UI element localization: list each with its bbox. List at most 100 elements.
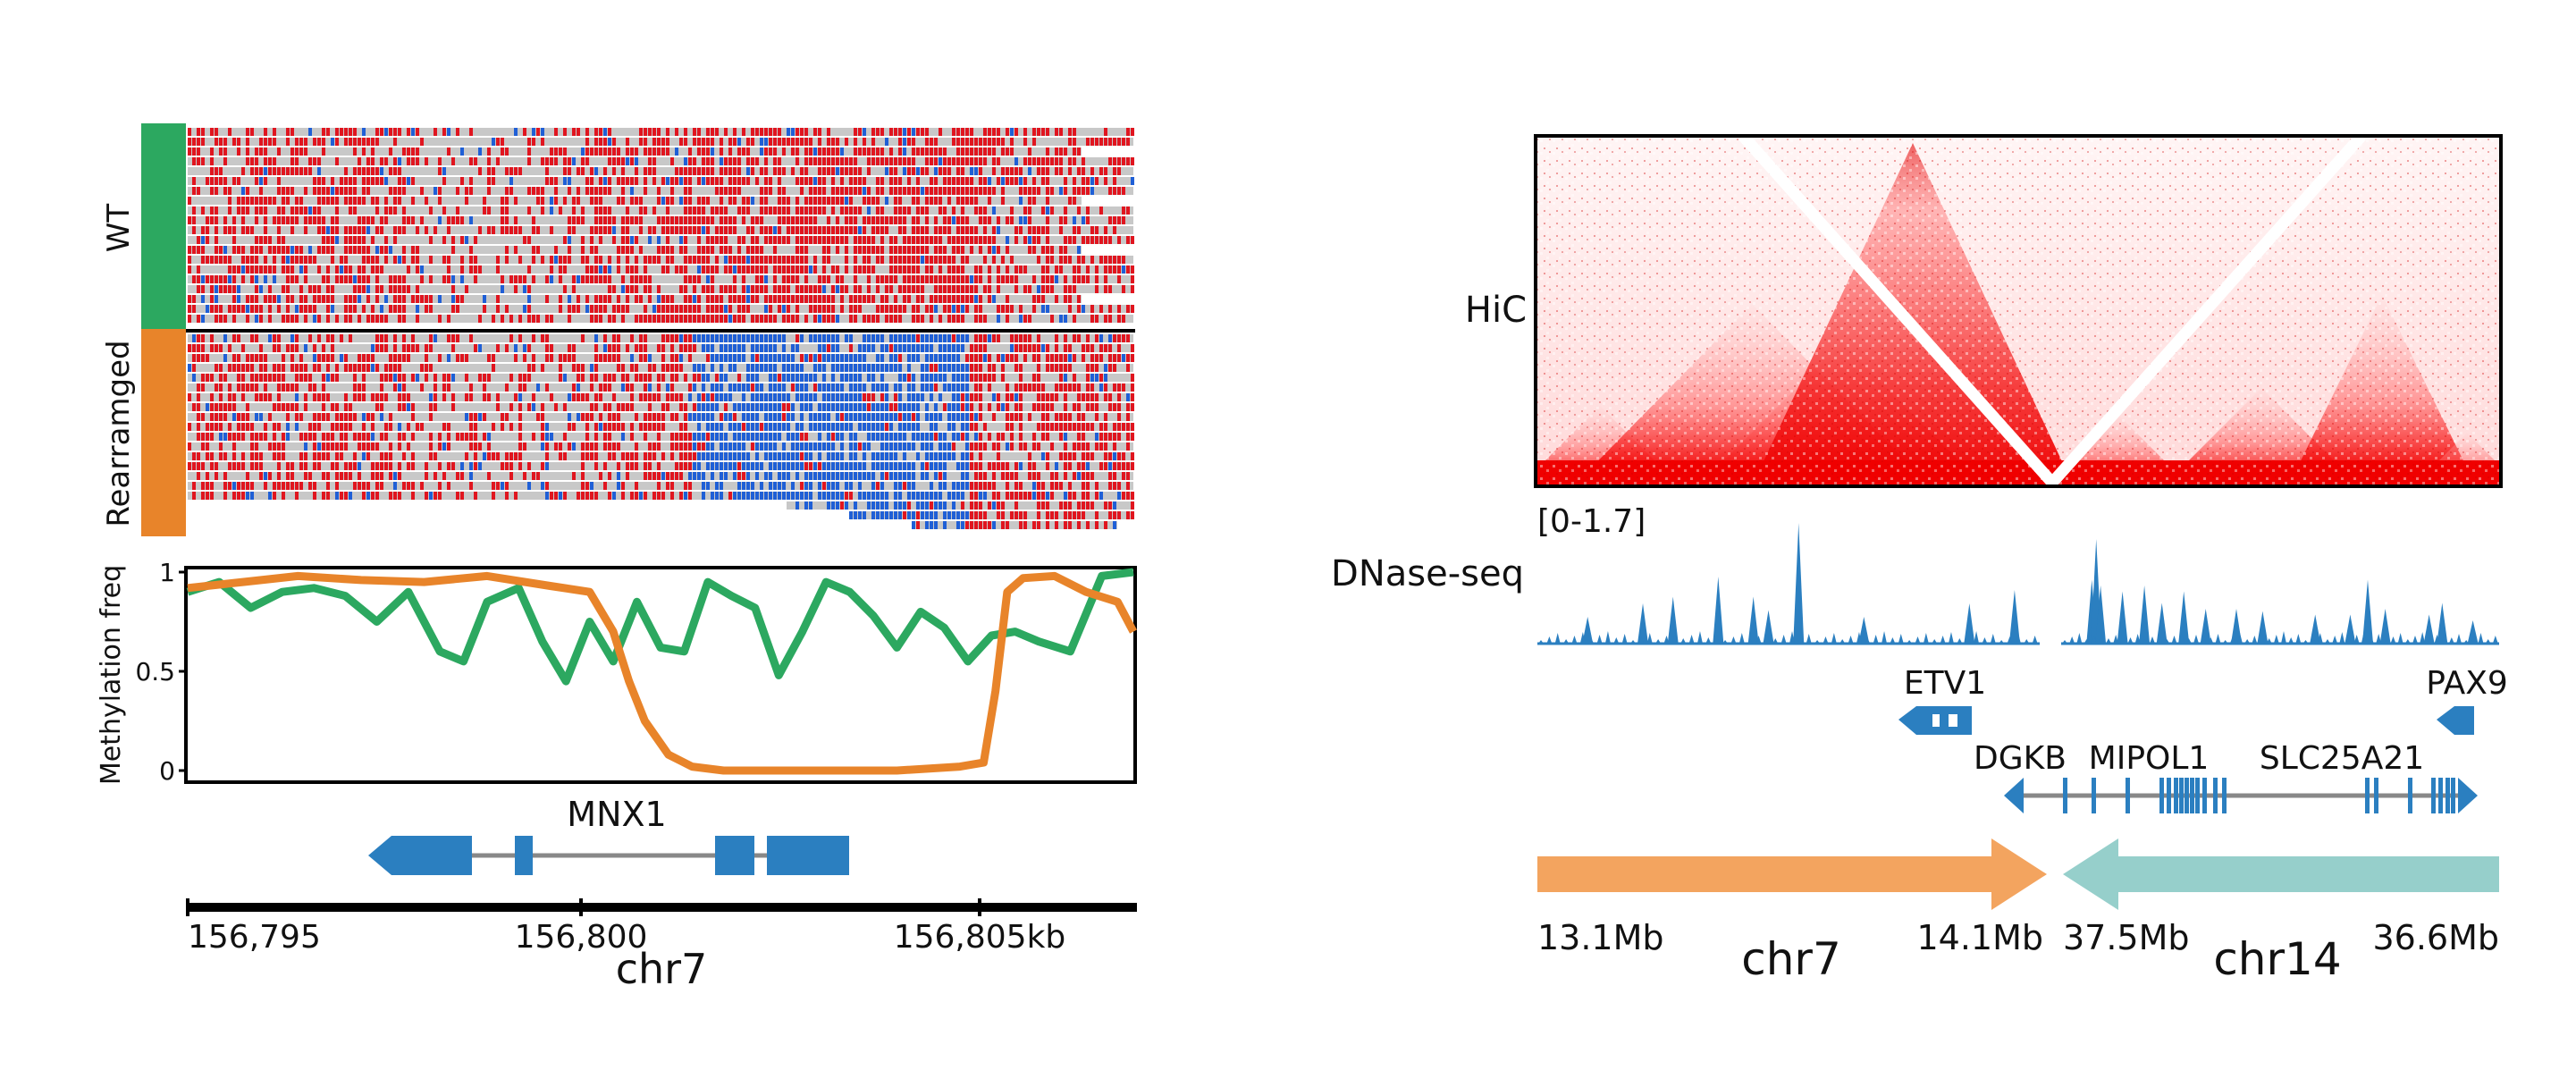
methylation-call: [246, 364, 249, 372]
methylation-call: [688, 492, 692, 500]
methylation-call: [657, 187, 661, 195]
methylation-call: [456, 295, 459, 303]
methylation-call: [925, 492, 929, 500]
methylation-call: [657, 482, 661, 490]
methylation-call: [648, 452, 652, 460]
methylation-call: [1068, 197, 1072, 205]
methylation-call: [1055, 413, 1058, 421]
methylation-call: [1099, 433, 1103, 441]
methylation-call: [697, 138, 701, 146]
methylation-call: [939, 452, 942, 460]
methylation-call: [201, 354, 205, 362]
read-row: [188, 177, 1133, 185]
methylation-call: [706, 216, 710, 224]
methylation-call: [965, 256, 969, 264]
methylation-call: [447, 275, 450, 283]
methylation-call: [796, 236, 799, 244]
methylation-call: [1117, 452, 1121, 460]
methylation-call: [724, 236, 728, 244]
methylation-call: [197, 413, 200, 421]
methylation-call: [943, 462, 947, 470]
methylation-call: [818, 147, 821, 156]
methylation-call: [210, 167, 214, 175]
methylation-call: [652, 305, 656, 313]
methylation-call: [317, 265, 321, 274]
methylation-call: [1086, 492, 1090, 500]
methylation-call: [755, 315, 759, 323]
methylation-call: [447, 433, 450, 441]
methylation-call: [384, 423, 388, 431]
methylation-call: [250, 433, 254, 441]
methylation-call: [1082, 256, 1085, 264]
methylation-call: [273, 138, 276, 146]
methylation-call: [1050, 492, 1054, 500]
methylation-call: [1041, 383, 1045, 392]
methylation-call: [876, 226, 880, 234]
methylation-call: [849, 413, 853, 421]
methylation-call: [594, 147, 598, 156]
methylation-call: [742, 275, 745, 283]
methylation-call: [1077, 383, 1081, 392]
methylation-call: [331, 177, 334, 185]
methylation-call: [313, 344, 316, 352]
methylation-call: [809, 206, 812, 215]
methylation-call: [420, 364, 424, 372]
methylation-call: [1113, 462, 1116, 470]
methylation-call: [800, 393, 804, 401]
methylation-call: [679, 403, 683, 411]
methylation-call: [733, 295, 737, 303]
methylation-call: [277, 364, 281, 372]
methylation-call: [715, 315, 719, 323]
methylation-call: [1014, 167, 1018, 175]
methylation-call: [755, 246, 759, 254]
methylation-call: [1046, 364, 1049, 372]
methylation-call: [1001, 521, 1005, 529]
methylation-call: [961, 413, 964, 421]
methylation-call: [961, 364, 964, 372]
methylation-call: [1126, 492, 1130, 500]
methylation-call: [527, 206, 531, 215]
methylation-call: [693, 334, 696, 342]
methylation-call: [648, 354, 652, 362]
methylation-call: [295, 157, 299, 165]
methylation-call: [961, 295, 964, 303]
methylation-call: [961, 147, 964, 156]
methylation-call: [304, 147, 307, 156]
methylation-call: [635, 285, 638, 293]
methylation-call: [715, 334, 719, 342]
methylation-call: [693, 462, 696, 470]
methylation-call: [854, 138, 857, 146]
methylation-call: [818, 413, 821, 421]
methylation-call: [282, 433, 285, 441]
methylation-call: [661, 452, 665, 460]
methylation-call: [764, 177, 768, 185]
methylation-call: [308, 482, 312, 490]
methylation-call: [791, 128, 795, 136]
methylation-call: [215, 305, 218, 313]
methylation-call: [800, 206, 804, 215]
methylation-call: [921, 433, 924, 441]
methylation-call: [451, 275, 455, 283]
methylation-call: [684, 403, 687, 411]
methylation-call: [447, 354, 450, 362]
methylation-call: [505, 413, 509, 421]
methylation-call: [903, 482, 906, 490]
methylation-call: [720, 216, 723, 224]
methylation-call: [1104, 315, 1107, 323]
methylation-call: [1023, 265, 1027, 274]
methylation-call: [679, 344, 683, 352]
methylation-call: [818, 128, 821, 136]
methylation-call: [934, 472, 938, 480]
methylation-call: [670, 187, 674, 195]
methylation-call: [930, 452, 933, 460]
methylation-call: [939, 344, 942, 352]
methylation-call: [523, 128, 526, 136]
methylation-call: [487, 472, 491, 480]
methylation-call: [210, 393, 214, 401]
methylation-call: [380, 285, 383, 293]
methylation-call: [773, 275, 777, 283]
methylation-call: [894, 216, 897, 224]
methylation-call: [344, 305, 348, 313]
methylation-call: [273, 374, 276, 382]
methylation-call: [1104, 236, 1107, 244]
